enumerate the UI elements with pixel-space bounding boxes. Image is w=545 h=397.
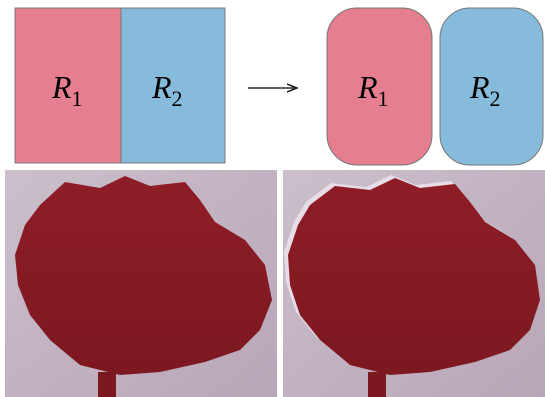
- region-r2: [120, 7, 226, 164]
- render-right: [283, 170, 545, 397]
- render-left: [5, 170, 277, 397]
- region-r1: [14, 7, 122, 164]
- region-r2: [439, 7, 544, 166]
- region-label: R2: [151, 69, 183, 111]
- region-label: R1: [51, 69, 83, 111]
- arrow: [248, 83, 299, 93]
- region-r1: [326, 7, 433, 166]
- region-label: R1: [357, 69, 389, 111]
- region-label: R2: [469, 69, 501, 111]
